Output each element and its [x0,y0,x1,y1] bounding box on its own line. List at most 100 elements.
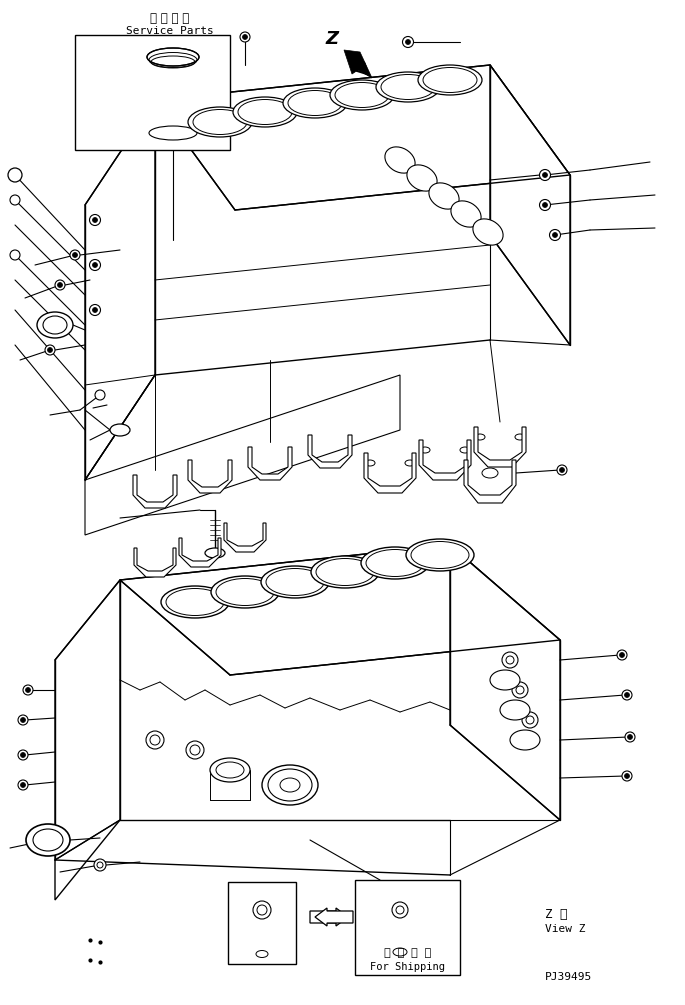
Text: 運 搜 部 品: 運 搜 部 品 [384,948,432,958]
Ellipse shape [262,765,318,805]
Polygon shape [450,545,560,820]
Ellipse shape [330,80,394,110]
Polygon shape [344,50,372,78]
Circle shape [403,36,414,47]
Circle shape [25,687,31,692]
Ellipse shape [376,72,440,102]
Circle shape [549,229,560,240]
Ellipse shape [26,824,70,856]
Circle shape [95,390,105,400]
Circle shape [619,652,625,657]
Ellipse shape [393,948,407,956]
Circle shape [58,282,62,287]
Circle shape [55,280,65,290]
Polygon shape [474,427,526,467]
Ellipse shape [418,65,482,95]
Circle shape [392,902,408,918]
Circle shape [625,692,630,697]
Circle shape [18,780,28,790]
Circle shape [253,901,271,919]
Polygon shape [464,460,516,502]
Polygon shape [490,65,570,345]
Ellipse shape [473,219,503,245]
Polygon shape [155,65,570,210]
Circle shape [625,732,635,742]
Ellipse shape [210,758,250,782]
Circle shape [70,250,80,260]
Circle shape [502,652,518,668]
Circle shape [21,753,25,758]
Circle shape [10,250,20,260]
Circle shape [21,783,25,788]
Ellipse shape [161,586,229,618]
Circle shape [92,262,97,267]
Ellipse shape [429,183,459,209]
Bar [228,882,296,964]
Polygon shape [85,375,400,535]
Bar [355,880,460,975]
Circle shape [622,690,632,700]
Ellipse shape [149,126,197,140]
Circle shape [23,685,33,695]
Polygon shape [134,548,176,577]
Text: Z: Z [325,30,338,48]
Ellipse shape [482,468,498,478]
Bar [75,35,230,150]
Text: Z 視: Z 視 [545,908,567,921]
Polygon shape [55,580,120,900]
Ellipse shape [256,951,268,958]
Circle shape [543,173,547,178]
Circle shape [90,305,101,316]
Ellipse shape [475,434,485,440]
Circle shape [553,232,558,237]
Circle shape [406,39,410,44]
Ellipse shape [188,107,252,137]
Circle shape [92,308,97,313]
Circle shape [242,34,247,39]
Polygon shape [248,447,292,480]
Circle shape [94,859,106,871]
Ellipse shape [406,539,474,571]
Polygon shape [120,545,560,675]
Polygon shape [85,100,155,480]
Text: For Shipping: For Shipping [371,962,445,972]
Polygon shape [364,453,416,493]
Ellipse shape [510,730,540,750]
Circle shape [92,217,97,222]
Polygon shape [188,460,232,493]
Circle shape [627,735,632,740]
FancyArrow shape [315,908,353,926]
Circle shape [8,168,22,182]
Circle shape [90,214,101,225]
Circle shape [90,259,101,270]
Circle shape [10,195,20,205]
Text: Service Parts: Service Parts [126,26,214,36]
Ellipse shape [110,424,130,436]
Ellipse shape [147,48,199,66]
Circle shape [18,750,28,760]
Ellipse shape [407,165,437,191]
Ellipse shape [311,556,379,588]
Ellipse shape [420,447,430,453]
Circle shape [186,741,204,759]
Ellipse shape [385,147,415,173]
Text: View Z: View Z [545,924,586,934]
Circle shape [21,718,25,723]
Text: 補 給 専 用: 補 給 専 用 [151,12,190,25]
Polygon shape [179,538,221,567]
Circle shape [73,252,77,257]
Ellipse shape [261,566,329,598]
Ellipse shape [361,547,429,579]
Ellipse shape [460,447,470,453]
Ellipse shape [233,97,297,127]
Ellipse shape [405,460,415,466]
Circle shape [45,345,55,355]
FancyArrow shape [310,908,348,926]
Ellipse shape [211,576,279,608]
Circle shape [557,465,567,475]
Circle shape [512,682,528,698]
Polygon shape [419,440,471,480]
Circle shape [540,170,551,181]
Ellipse shape [283,88,347,118]
Circle shape [543,202,547,207]
